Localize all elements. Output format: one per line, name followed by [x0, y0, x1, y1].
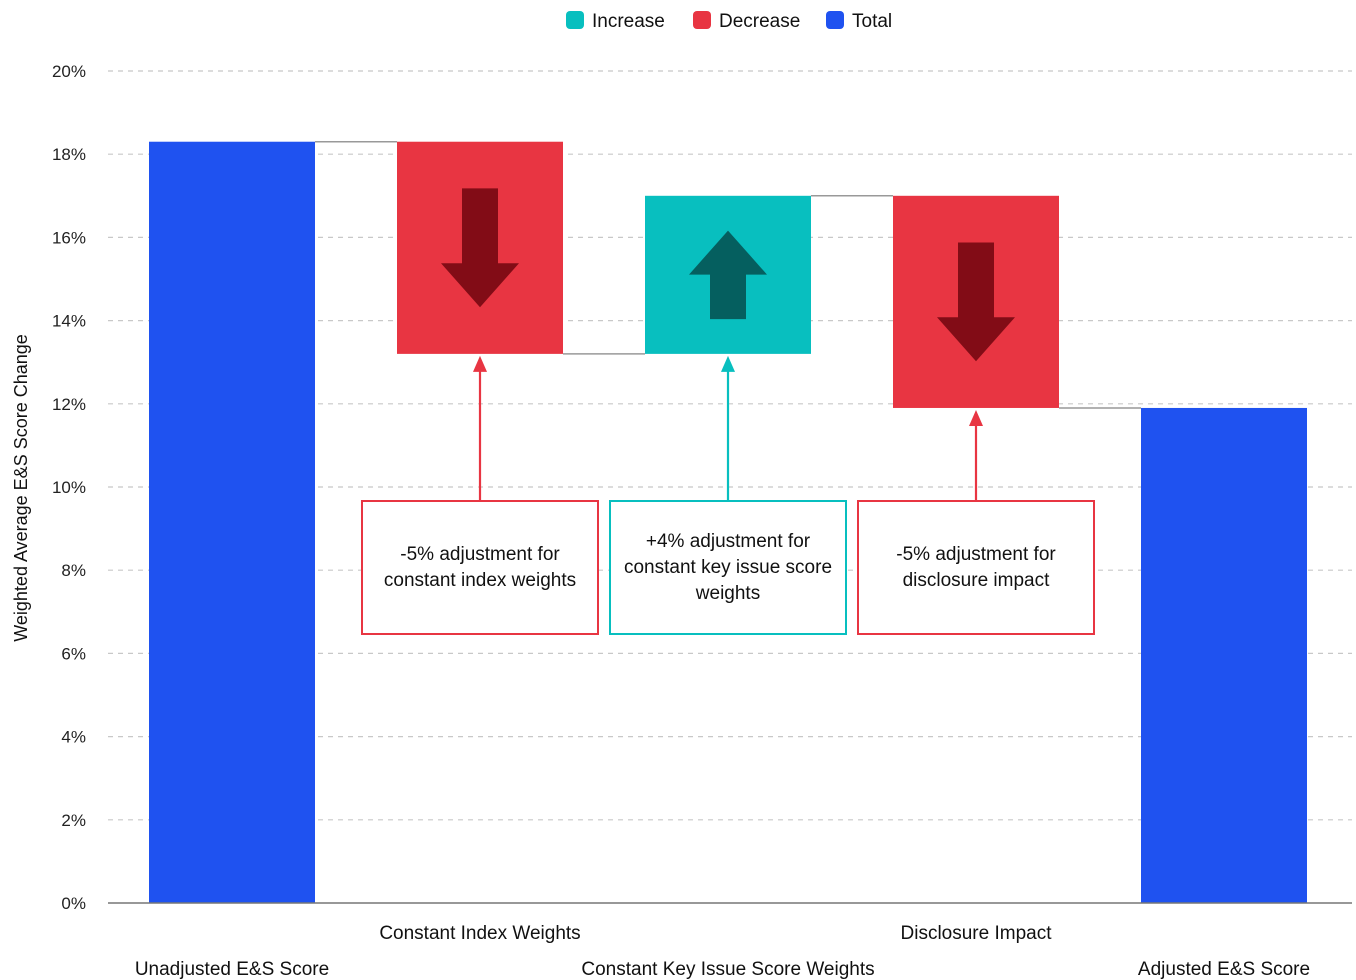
chart-legend: Increase Decrease Total — [566, 11, 892, 32]
y-tick-label: 2% — [61, 811, 86, 830]
annotation-pointers — [473, 355, 983, 500]
legend-label-increase: Increase — [592, 11, 665, 32]
arrow-up-icon — [689, 230, 767, 320]
annotation-pointer-arrowhead-icon — [969, 409, 983, 426]
x-category-labels: Unadjusted E&S Score Constant Index Weigh… — [135, 923, 1310, 980]
legend-swatch-decrease — [693, 11, 711, 29]
x-category-label: Adjusted E&S Score — [1138, 959, 1310, 980]
annotation-pointer-arrowhead-icon — [721, 355, 735, 372]
legend-swatch-increase — [566, 11, 584, 29]
y-tick-label: 8% — [61, 561, 86, 580]
waterfall-bars — [149, 141, 1307, 904]
y-tick-label: 14% — [52, 312, 86, 331]
y-tick-labels: 0% 2% 4% 6% 8% 10% 12% 14% 16% 18% 20% — [52, 62, 86, 913]
bar-total — [149, 141, 315, 904]
bar-direction-arrows — [441, 188, 1015, 362]
y-tick-label: 12% — [52, 395, 86, 414]
x-category-label: Constant Key Issue Score Weights — [581, 959, 874, 980]
annotation-box: -5% adjustment for constant index weight… — [361, 500, 599, 635]
legend-swatch-total — [826, 11, 844, 29]
x-category-label: Unadjusted E&S Score — [135, 959, 329, 980]
y-axis-title: Weighted Average E&S Score Change — [11, 334, 31, 642]
y-tick-label: 20% — [52, 62, 86, 81]
y-tick-label: 10% — [52, 478, 86, 497]
y-tick-label: 16% — [52, 228, 86, 247]
bar-total — [1141, 407, 1307, 903]
annotation-box: -5% adjustment for disclosure impact — [857, 500, 1095, 635]
annotation-pointer-arrowhead-icon — [473, 355, 487, 372]
x-category-label: Constant Index Weights — [379, 923, 580, 944]
arrow-down-icon — [937, 242, 1015, 362]
y-tick-label: 4% — [61, 728, 86, 747]
annotation-box: +4% adjustment for constant key issue sc… — [609, 500, 847, 635]
y-tick-label: 0% — [61, 894, 86, 913]
arrow-down-icon — [441, 188, 519, 308]
y-tick-label: 18% — [52, 145, 86, 164]
y-tick-label: 6% — [61, 644, 86, 663]
x-category-label: Disclosure Impact — [901, 923, 1053, 944]
waterfall-connectors — [315, 140, 1141, 409]
legend-label-total: Total — [852, 11, 892, 32]
legend-label-decrease: Decrease — [719, 11, 800, 32]
